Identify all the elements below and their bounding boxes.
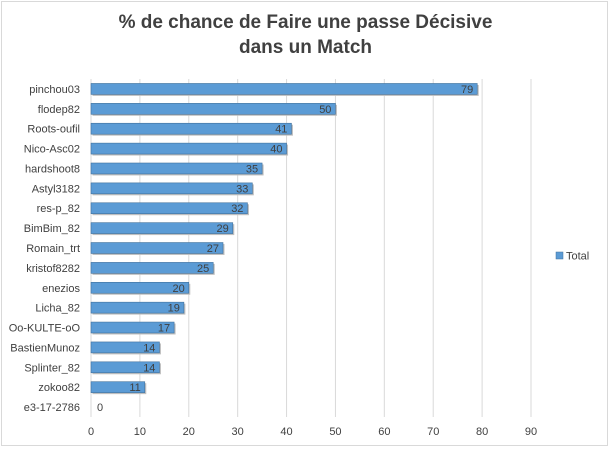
category-label-flodep82: flodep82 — [38, 104, 80, 116]
data-label-zokoo82: 11 — [129, 382, 140, 394]
bar-BastienMunoz — [90, 341, 160, 354]
data-label-Licha_82: 19 — [168, 303, 180, 315]
bar-hardshoot8 — [90, 162, 263, 175]
x-tick-label-80: 80 — [476, 426, 488, 438]
x-axis-ticks: 0 10 20 30 40 50 60 70 80 90 — [88, 426, 537, 438]
data-label-BastienMunoz: 14 — [143, 342, 155, 354]
bar-res-p_82 — [90, 202, 248, 215]
bar-Romain_trt — [90, 242, 224, 254]
category-label-enezios: enezios — [42, 283, 80, 295]
bar-Astyl3182 — [90, 182, 253, 195]
x-tick-label-40: 40 — [280, 426, 292, 438]
category-label-res-p_82: res-p_82 — [37, 203, 80, 215]
bars — [90, 83, 479, 395]
legend: Total — [555, 251, 589, 263]
category-label-Oo-KULTE-oO: Oo-KULTE-oO — [9, 323, 81, 335]
category-label-Licha_82: Licha_82 — [35, 303, 80, 315]
data-label-Oo-KULTE-oO: 17 — [158, 323, 170, 335]
data-label-e3-17-2786: 0 — [97, 402, 103, 414]
bar-kristof8282 — [90, 262, 214, 274]
bar-Roots-oufil — [90, 122, 292, 135]
category-label-zokoo82: zokoo82 — [38, 382, 80, 394]
data-label-pinchou03: 79 — [461, 84, 473, 96]
category-label-Romain_trt: Romain_trt — [26, 243, 80, 255]
data-label-kristof8282: 25 — [197, 263, 209, 275]
bar-BimBim_82 — [90, 222, 234, 234]
x-tick-label-60: 60 — [378, 426, 390, 438]
category-label-kristof8282: kristof8282 — [26, 263, 80, 275]
bar-Splinter_82 — [90, 361, 160, 374]
x-tick-label-20: 20 — [183, 426, 195, 438]
data-label-Romain_trt: 27 — [207, 243, 219, 255]
x-tick-label-90: 90 — [525, 426, 537, 438]
x-tick-label-30: 30 — [232, 426, 244, 438]
category-label-pinchou03: pinchou03 — [29, 84, 80, 96]
data-label-Roots-oufil: 41 — [275, 124, 287, 136]
data-label-Astyl3182: 33 — [236, 183, 248, 195]
data-label-res-p_82: 32 — [231, 203, 243, 215]
data-label-Nico-Asc02: 40 — [270, 144, 282, 156]
x-tick-label-50: 50 — [329, 426, 341, 438]
legend-label: Total — [566, 251, 589, 263]
category-label-hardshoot8: hardshoot8 — [25, 163, 80, 175]
data-label-Splinter_82: 14 — [143, 362, 155, 374]
chart-title: % de chance de Faire une passe Décisive … — [118, 12, 493, 58]
bar-enezios — [90, 281, 190, 294]
category-label-Nico-Asc02: Nico-Asc02 — [24, 144, 80, 156]
category-label-e3-17-2786: e3-17-2786 — [24, 402, 80, 414]
x-tick-label-0: 0 — [88, 426, 94, 438]
bar-Nico-Asc02 — [90, 142, 287, 155]
data-label-hardshoot8: 35 — [246, 163, 258, 175]
category-label-Astyl3182: Astyl3182 — [32, 183, 80, 195]
category-label-Roots-oufil: Roots-oufil — [27, 124, 80, 136]
legend-swatch — [555, 251, 564, 260]
category-label-Splinter_82: Splinter_82 — [24, 362, 80, 374]
bar-zokoo82 — [90, 381, 146, 393]
category-label-BimBim_82: BimBim_82 — [24, 223, 80, 235]
x-tick-label-70: 70 — [427, 426, 439, 438]
bar-Oo-KULTE-oO — [90, 321, 175, 334]
x-tick-label-10: 10 — [134, 426, 146, 438]
data-label-enezios: 20 — [173, 283, 185, 295]
bar-pinchou03 — [90, 83, 478, 95]
data-label-BimBim_82: 29 — [217, 223, 229, 235]
bar-Licha_82 — [90, 301, 185, 314]
category-label-BastienMunoz: BastienMunoz — [10, 342, 80, 354]
category-labels: pinchou03 flodep82 Roots-oufil Nico-Asc02 ha… — [9, 84, 81, 414]
data-label-flodep82: 50 — [319, 104, 331, 116]
bar-flodep82 — [90, 103, 336, 115]
